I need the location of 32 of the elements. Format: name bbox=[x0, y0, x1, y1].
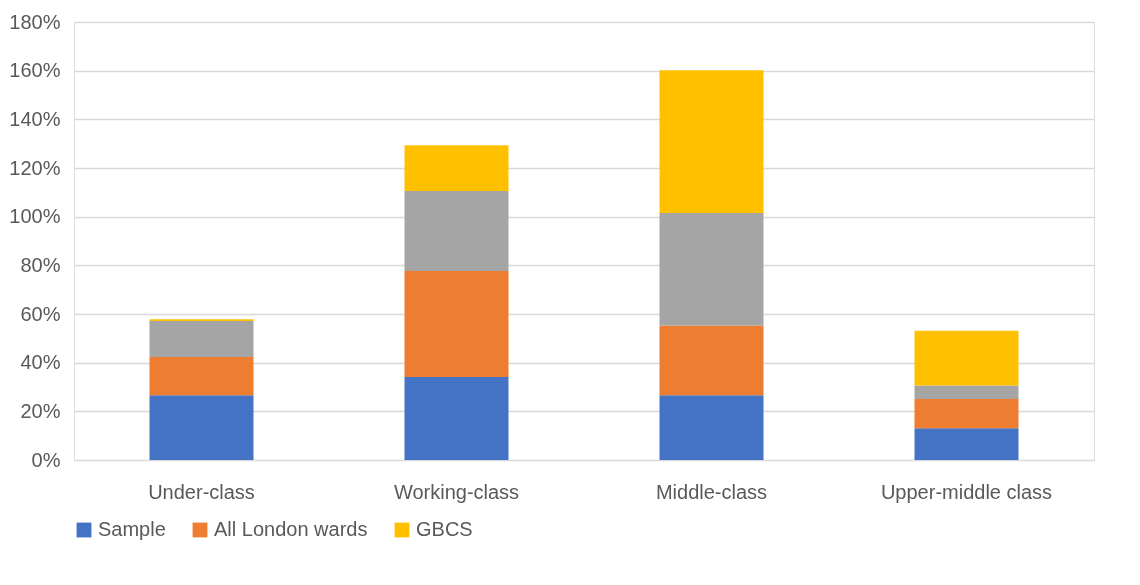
bar bbox=[404, 270, 509, 378]
x-tick-label: Working-class bbox=[393, 480, 520, 503]
y-tick-label: 0% bbox=[31, 448, 61, 471]
y-tick-label: 120% bbox=[9, 156, 61, 179]
bar bbox=[404, 145, 509, 192]
x-tick-label: Upper-middle class bbox=[880, 480, 1053, 503]
legend-label: GBCS bbox=[416, 518, 473, 540]
bar bbox=[659, 325, 764, 396]
y-tick-label: 100% bbox=[9, 205, 61, 228]
bar bbox=[659, 213, 764, 326]
x-tick-label: Middle-class bbox=[655, 480, 768, 503]
legend-label: Sample bbox=[98, 518, 166, 540]
bar bbox=[149, 395, 254, 460]
y-tick-label: 60% bbox=[20, 302, 61, 325]
y-tick-label: 40% bbox=[20, 351, 61, 374]
y-tick-label: 140% bbox=[9, 107, 61, 130]
legend-label: All London wards bbox=[214, 518, 368, 540]
bar bbox=[149, 321, 254, 358]
y-tick-label: 20% bbox=[20, 399, 61, 422]
y-tick-label: 160% bbox=[9, 59, 61, 82]
bar bbox=[404, 191, 509, 271]
bar bbox=[914, 428, 1019, 460]
bar bbox=[659, 395, 764, 460]
bar bbox=[914, 385, 1019, 399]
y-tick-label: 180% bbox=[9, 10, 61, 33]
y-tick-label: 80% bbox=[20, 253, 61, 276]
bar bbox=[404, 377, 509, 460]
bar bbox=[149, 357, 254, 396]
x-tick-label: Under-class bbox=[148, 480, 255, 503]
bar bbox=[914, 398, 1019, 429]
bar bbox=[659, 70, 764, 214]
bar bbox=[914, 330, 1019, 386]
